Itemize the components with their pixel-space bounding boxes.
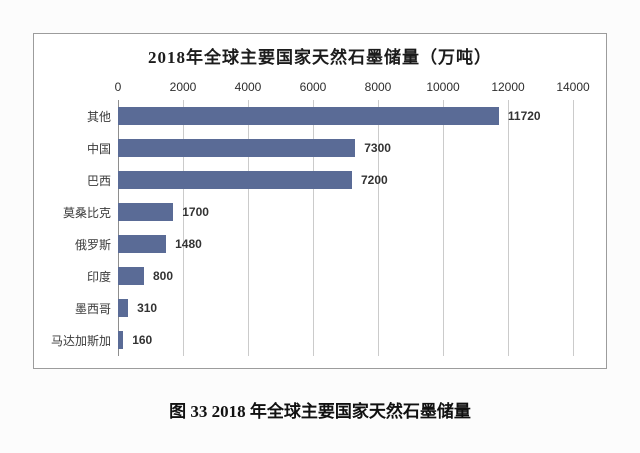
category-label: 俄罗斯 bbox=[74, 237, 111, 252]
gridline bbox=[508, 100, 509, 356]
gridline bbox=[573, 100, 574, 356]
y-axis-line bbox=[118, 100, 119, 356]
plot-area bbox=[118, 100, 574, 356]
bar-row: 墨西哥 310 bbox=[75, 292, 573, 324]
x-tick-label: 14000 bbox=[556, 80, 590, 94]
bar-row: 其他 11720 bbox=[87, 100, 573, 132]
value-label: 11720 bbox=[507, 109, 541, 123]
bar-row: 莫桑比克 1700 bbox=[63, 196, 573, 228]
bar bbox=[118, 267, 144, 285]
x-tick-label: 6000 bbox=[299, 80, 327, 94]
value-label: 1700 bbox=[182, 205, 209, 219]
bar bbox=[118, 235, 167, 253]
gridline bbox=[378, 100, 379, 356]
value-label: 800 bbox=[153, 269, 174, 283]
x-tick-label: 8000 bbox=[364, 80, 392, 94]
bar bbox=[118, 171, 352, 189]
chart-panel: 2018年全球主要国家天然石墨储量（万吨） 0 2000 4000 6000 8000 1… bbox=[33, 33, 607, 369]
category-label: 其他 bbox=[86, 109, 111, 124]
category-label: 巴西 bbox=[86, 173, 111, 188]
bar bbox=[118, 139, 356, 157]
x-tick-label: 4000 bbox=[234, 80, 262, 94]
category-label: 莫桑比克 bbox=[62, 205, 111, 220]
value-label: 310 bbox=[137, 301, 158, 315]
figure-caption: 图 33 2018 年全球主要国家天然石墨储量 bbox=[169, 402, 471, 421]
bar bbox=[118, 107, 499, 125]
bar-row: 印度 800 bbox=[87, 260, 573, 292]
category-label: 中国 bbox=[86, 141, 111, 156]
bar bbox=[118, 299, 129, 317]
category-label: 马达加斯加 bbox=[50, 333, 111, 348]
category-label: 印度 bbox=[86, 269, 111, 284]
x-tick-label: 0 bbox=[114, 80, 122, 94]
x-tick-label: 2000 bbox=[169, 80, 197, 94]
value-label: 7200 bbox=[361, 173, 388, 187]
bar-row: 中国 7300 bbox=[87, 132, 573, 164]
gridline bbox=[313, 100, 314, 356]
bar-row: 巴西 7200 bbox=[87, 164, 573, 196]
bar bbox=[118, 331, 124, 349]
category-label: 墨西哥 bbox=[74, 301, 111, 316]
value-label: 160 bbox=[132, 333, 153, 347]
x-tick-label: 10000 bbox=[426, 80, 460, 94]
value-label: 7300 bbox=[364, 141, 391, 155]
value-label: 1480 bbox=[175, 237, 202, 251]
bar-row: 俄罗斯 1480 bbox=[75, 228, 573, 260]
x-tick-label: 12000 bbox=[491, 80, 525, 94]
bar-rows: 其他 11720 中国 7300 巴西 7200 莫桑比克 1700 俄罗斯 1480 印度 800 墨… bbox=[51, 100, 573, 356]
gridline bbox=[183, 100, 184, 356]
bar-row: 马达加斯加 160 bbox=[51, 324, 573, 356]
gridline bbox=[248, 100, 249, 356]
bar bbox=[118, 203, 174, 221]
gridline bbox=[443, 100, 444, 356]
chart-title: 2018年全球主要国家天然石墨储量（万吨） bbox=[148, 48, 492, 67]
